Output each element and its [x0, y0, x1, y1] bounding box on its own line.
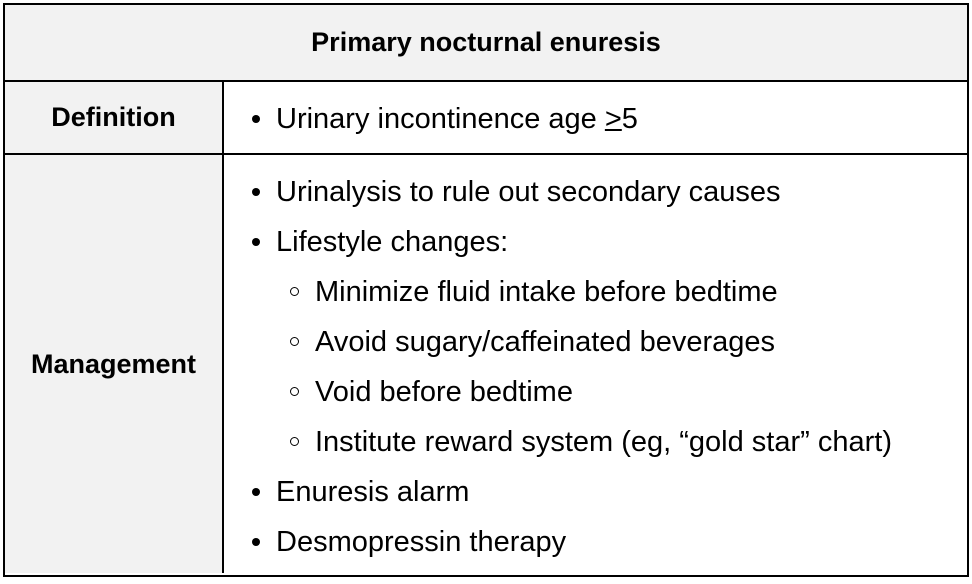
circle-bullet-icon [290, 287, 299, 296]
list-item-text: Urinalysis to rule out secondary causes [276, 176, 781, 208]
list-item-text: Enuresis alarm [276, 476, 470, 508]
sub-list-item-text: Avoid sugary/caffeinated beverages [315, 326, 776, 358]
sub-list-item-text: Minimize fluid intake before bedtime [315, 276, 778, 308]
definition-row: Definition Urinary incontinence age >5 [5, 82, 967, 155]
bullet-icon [252, 238, 260, 246]
list-item-text: Desmopressin therapy [276, 526, 567, 558]
circle-bullet-icon [290, 437, 299, 446]
definition-age: 5 [621, 103, 638, 135]
definition-text: Urinary incontinence age [276, 103, 605, 135]
management-label: Management [5, 155, 224, 573]
circle-bullet-icon [290, 387, 299, 396]
bullet-icon [252, 115, 260, 123]
table-title: Primary nocturnal enuresis [5, 5, 967, 82]
bullet-icon [252, 188, 260, 196]
circle-bullet-icon [290, 337, 299, 346]
management-content: Urinalysis to rule out secondary causes … [224, 155, 967, 573]
definition-label: Definition [5, 82, 224, 153]
enuresis-table: Primary nocturnal enuresis Definition Ur… [3, 3, 969, 577]
bullet-icon [252, 488, 260, 496]
sub-list-item-text: Institute reward system (eg, “gold star”… [315, 426, 892, 458]
list-item-text: Lifestyle changes: [276, 226, 509, 258]
definition-content: Urinary incontinence age >5 [224, 82, 967, 153]
sub-list-item-text: Void before bedtime [315, 376, 573, 408]
greater-equal-symbol: > [604, 103, 622, 135]
bullet-icon [252, 538, 260, 546]
management-row: Management Urinalysis to rule out second… [5, 155, 967, 573]
